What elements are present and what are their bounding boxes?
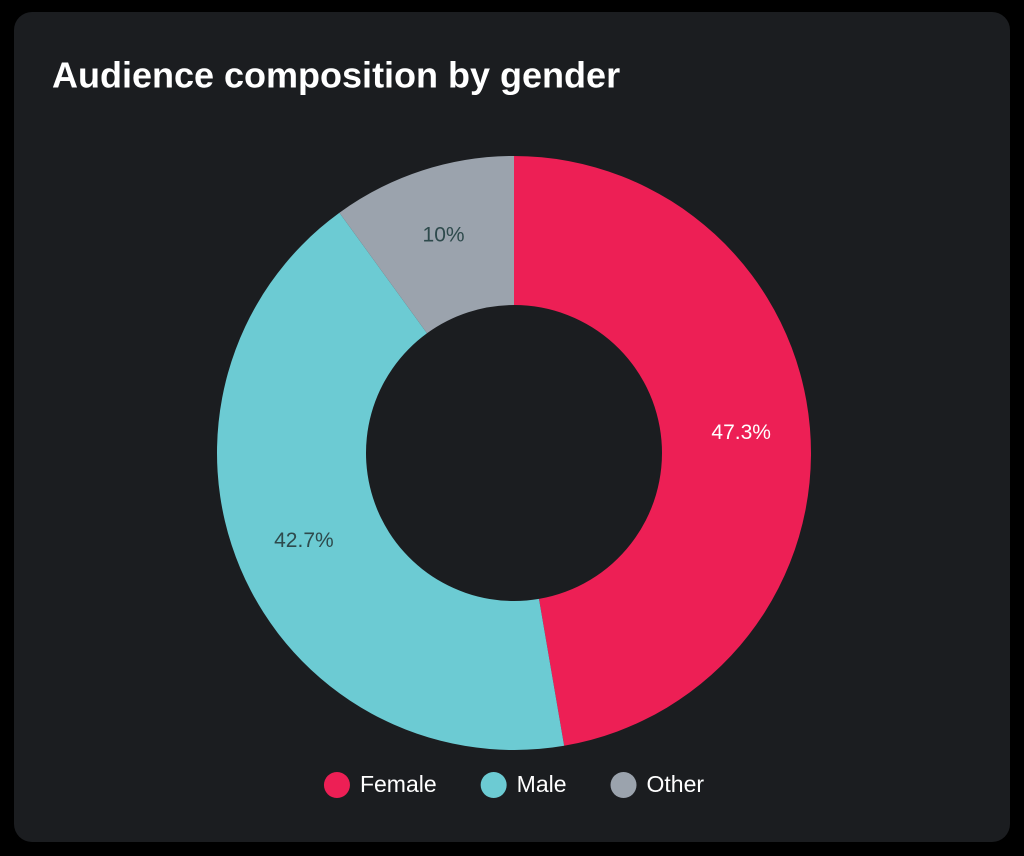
legend-marker [480, 772, 507, 798]
legend-marker [610, 772, 637, 798]
card [14, 12, 1010, 842]
value-label: 10% [423, 224, 465, 247]
slice [216, 212, 565, 751]
slice [339, 156, 514, 334]
slice [514, 156, 812, 746]
legend-label: Other [647, 771, 705, 797]
value-label: 47.3% [711, 421, 771, 444]
legend-label: Male [517, 771, 567, 797]
legend-marker [323, 772, 350, 798]
value-label: 42.7% [274, 529, 334, 552]
legend-label: Female [360, 771, 437, 797]
chart-title: Audience composition by gender [52, 55, 620, 96]
